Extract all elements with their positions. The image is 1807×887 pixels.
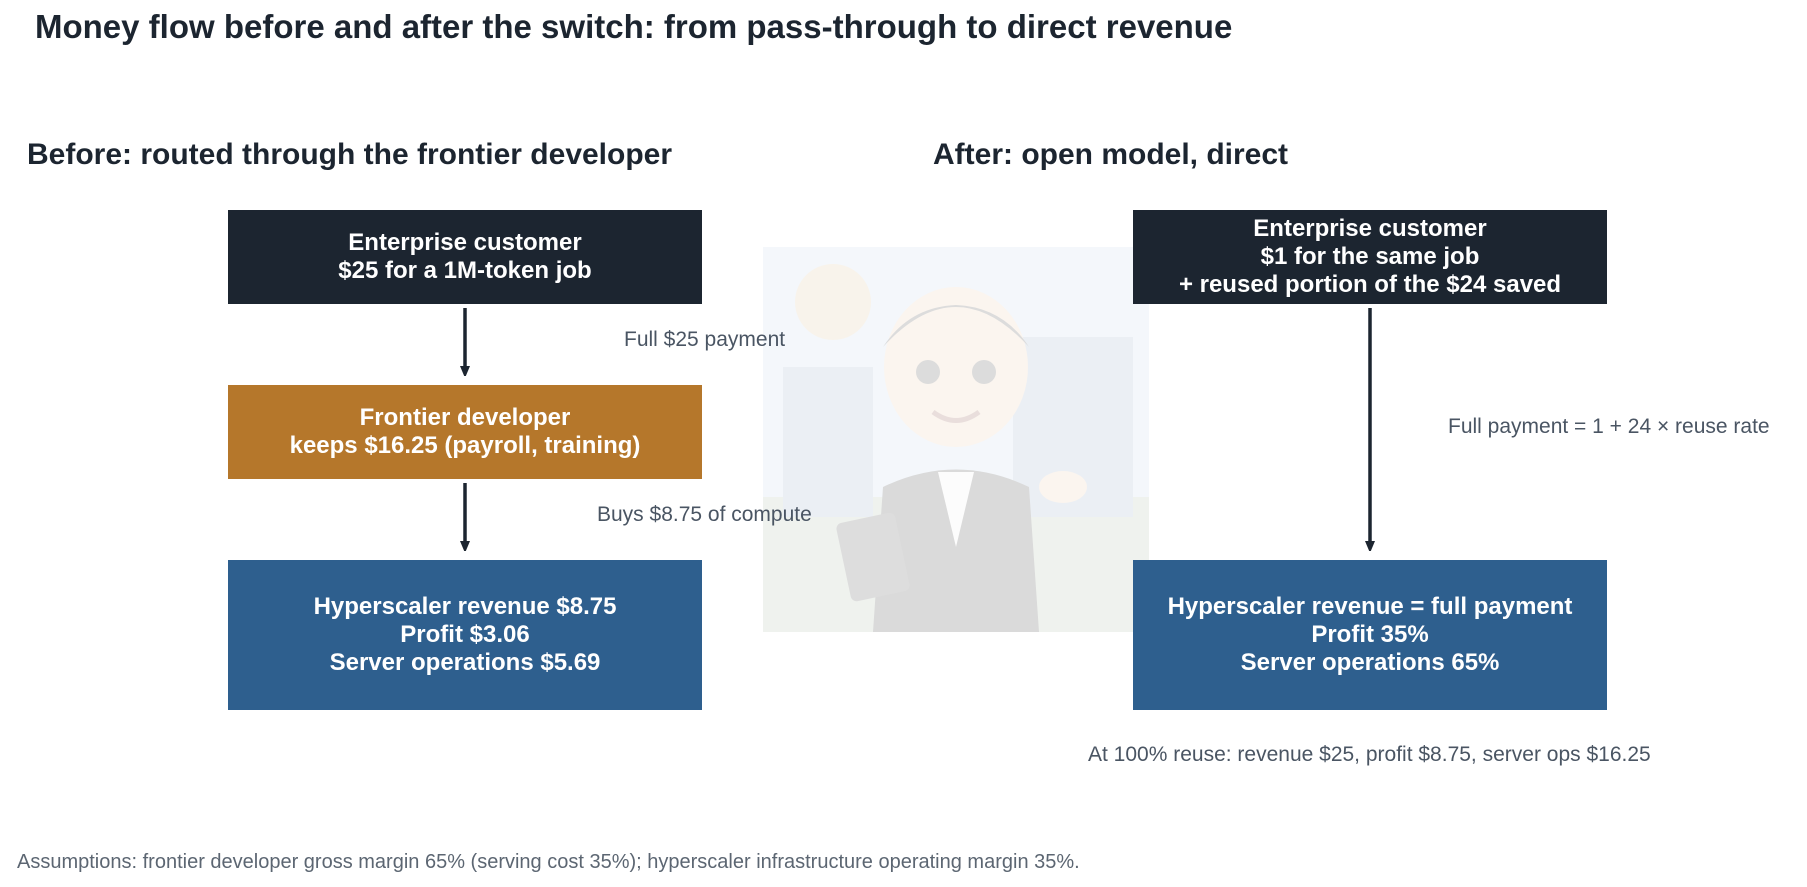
before-customer-line2: $25 for a 1M-token job [338, 257, 592, 284]
before-customer-line1: Enterprise customer [348, 229, 582, 256]
after-hyperscaler-line3: Server operations 65% [1240, 649, 1500, 676]
after-customer-line1: Enterprise customer [1253, 215, 1487, 242]
after-reuse-note: At 100% reuse: revenue $25, profit $8.75… [1088, 743, 1651, 766]
before-arrow2-label: Buys $8.75 of compute [597, 503, 812, 526]
before-hyperscaler-box: Hyperscaler revenue $8.75 Profit $3.06 S… [228, 560, 702, 710]
assumptions-footnote: Assumptions: frontier developer gross ma… [17, 851, 1080, 873]
before-arrow1-label: Full $25 payment [624, 328, 786, 351]
before-hyperscaler-line1: Hyperscaler revenue $8.75 [313, 593, 617, 620]
after-hyperscaler-line2: Profit 35% [1311, 621, 1429, 648]
developer-line1: Frontier developer [359, 404, 571, 431]
after-customer-line2: $1 for the same job [1260, 243, 1480, 270]
before-hyperscaler-line3: Server operations $5.69 [329, 649, 601, 676]
page-title: Money flow before and after the switch: … [35, 8, 1233, 45]
after-heading: After: open model, direct [933, 138, 1289, 171]
after-customer-line3: + reused portion of the $24 saved [1178, 271, 1562, 298]
before-hyperscaler-line2: Profit $3.06 [400, 621, 530, 648]
developer-line2: keeps $16.25 (payroll, training) [289, 432, 641, 459]
mascot-watermark-icon [763, 247, 1149, 632]
after-hyperscaler-line1: Hyperscaler revenue = full payment [1167, 593, 1573, 620]
frontier-developer-box: Frontier developer keeps $16.25 (payroll… [228, 385, 702, 479]
before-customer-box: Enterprise customer $25 for a 1M-token j… [228, 210, 702, 304]
after-customer-box: Enterprise customer $1 for the same job … [1133, 210, 1607, 304]
after-hyperscaler-box: Hyperscaler revenue = full payment Profi… [1133, 560, 1607, 710]
after-arrow-label: Full payment = 1 + 24 × reuse rate [1448, 415, 1770, 438]
before-heading: Before: routed through the frontier deve… [27, 138, 673, 171]
